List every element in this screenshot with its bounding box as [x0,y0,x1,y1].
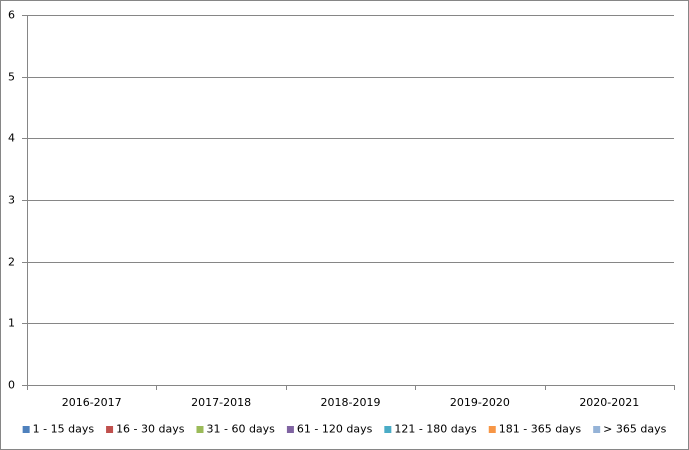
y-tick-label: 5 [8,71,15,84]
legend-label: 1 - 15 days [33,423,95,436]
y-tick-label: 2 [8,256,15,269]
legend-swatch [488,426,496,433]
x-tick-label: 2018-2019 [321,396,381,409]
legend-label: 61 - 120 days [297,423,373,436]
legend-swatch [384,426,392,433]
y-tick-label: 1 [8,317,15,330]
legend-label: 181 - 365 days [499,423,582,436]
legend-label: 16 - 30 days [116,423,185,436]
y-tick-label: 0 [8,379,15,392]
x-tick-label: 2017-2018 [191,396,251,409]
x-tick-label: 2016-2017 [62,396,122,409]
legend-swatch [22,426,30,433]
legend-label: 31 - 60 days [206,423,275,436]
x-tick-label: 2019-2020 [450,396,510,409]
legend-swatch [593,426,601,433]
legend-swatch [286,426,294,433]
legend-swatch [106,426,114,433]
x-tick-label: 2020-2021 [579,396,639,409]
y-tick-label: 6 [8,9,15,22]
y-tick-label: 3 [8,194,15,207]
legend-label: > 365 days [603,423,666,436]
legend-label: 121 - 180 days [394,423,477,436]
legend-swatch [196,426,204,433]
y-tick-label: 4 [8,132,15,145]
